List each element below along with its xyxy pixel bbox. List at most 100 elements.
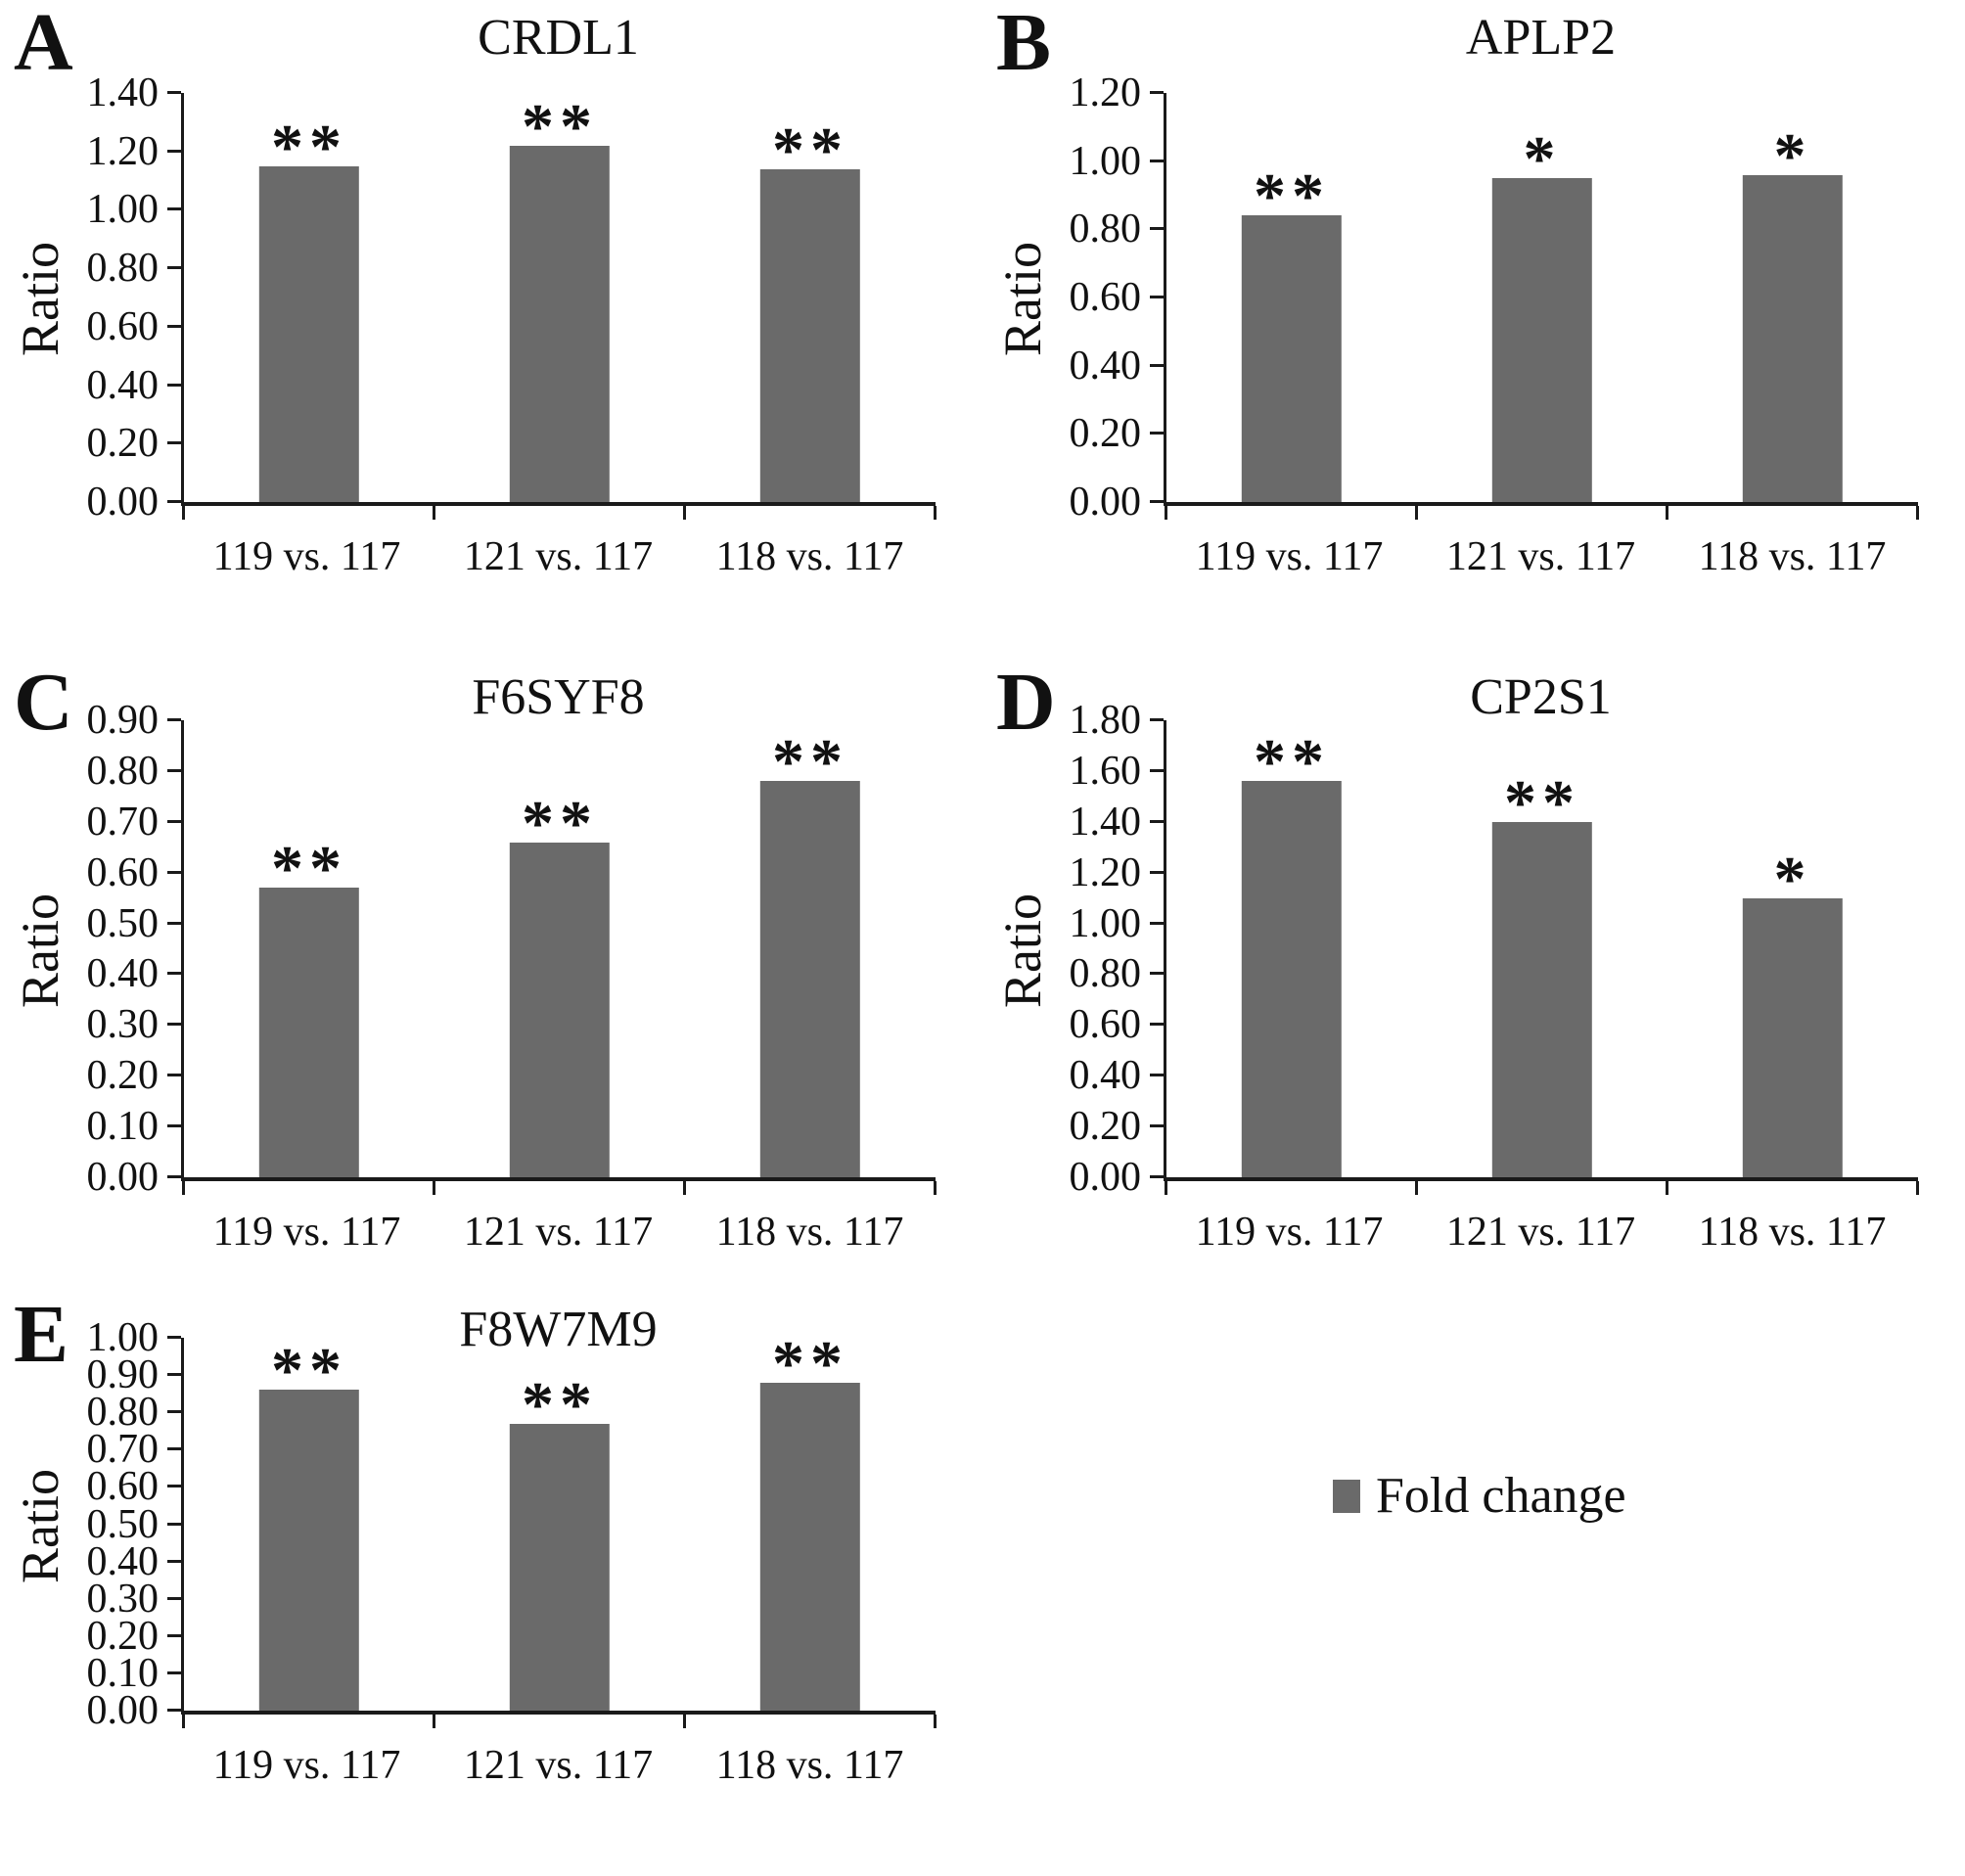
- bar-group: *: [1668, 93, 1918, 502]
- x-category-label: 118 vs. 117: [715, 1743, 904, 1788]
- chart-title: F6SYF8: [472, 669, 645, 725]
- panel-letter: C: [14, 657, 73, 748]
- y-axis-tick: [167, 1522, 181, 1526]
- panel-letter: E: [14, 1289, 69, 1380]
- bar-group: *: [1417, 93, 1668, 502]
- y-axis-tick-label: 0.80: [86, 1390, 160, 1436]
- y-axis-tick: [167, 1336, 181, 1339]
- bar-group: **: [184, 93, 434, 502]
- x-axis-tick: [432, 1181, 435, 1195]
- x-axis-tick: [934, 506, 937, 520]
- y-axis-tick-label: 1.00: [86, 1315, 160, 1360]
- y-axis-tick: [167, 383, 181, 387]
- chart-panel-a: A CRDL1 Ratio 0.00 0.20 0.40 0.60 0.80 1.00 1.20 1…: [0, 0, 982, 646]
- y-axis-title: Ratio: [11, 893, 69, 1008]
- y-axis-tick-label: 0.80: [1069, 951, 1142, 997]
- plot-area: 0.00 0.20 0.40 0.60 0.80 1.00 1.20 1.40 ** ** **: [87, 72, 937, 523]
- y-axis-tick-label: 0.30: [86, 1576, 160, 1622]
- chart-title: APLP2: [1465, 10, 1617, 66]
- y-axis-tick-label: 0.50: [86, 1501, 160, 1547]
- significance-marker: **: [271, 1335, 347, 1407]
- y-axis-tick: [167, 718, 181, 721]
- bar: [759, 1382, 861, 1711]
- x-axis-tick: [432, 1715, 435, 1728]
- legend-label: Fold change: [1376, 1468, 1626, 1524]
- significance-marker: **: [772, 114, 848, 186]
- y-axis-tick-label: 1.00: [86, 187, 160, 233]
- chart-panel-d: D CP2S1 Ratio 0.00 0.20 0.40 0.60 0.80 1.00 1.20 1…: [982, 646, 1965, 1272]
- x-axis-tick: [934, 1181, 937, 1195]
- y-axis-tick-label: 0.60: [86, 849, 160, 895]
- x-category-label: 119 vs. 117: [212, 1210, 401, 1255]
- bar-group: **: [184, 720, 434, 1177]
- plot-area: 0.00 0.10 0.20 0.30 0.40 0.50 0.60 0.70 0.80 0.90…: [87, 700, 937, 1198]
- bar: [509, 145, 611, 502]
- y-axis-tick-label: 0.00: [86, 480, 160, 525]
- bar: [509, 842, 611, 1177]
- y-axis-tick-label: 0.00: [1069, 1155, 1142, 1200]
- x-axis-tick: [1916, 1181, 1919, 1195]
- bar: [1491, 821, 1593, 1177]
- bar: [258, 888, 360, 1177]
- y-axis-title: Ratio: [11, 1469, 69, 1583]
- y-axis-tick-label: 1.20: [1069, 70, 1142, 115]
- y-axis-tick-label: 0.40: [86, 362, 160, 408]
- y-axis-tick-label: 0.10: [86, 1650, 160, 1696]
- bar: [1491, 178, 1593, 502]
- y-axis-tick: [167, 1023, 181, 1027]
- y-axis-tick-label: 1.20: [86, 128, 160, 174]
- y-axis-tick: [167, 921, 181, 925]
- chart-title: CP2S1: [1470, 669, 1612, 725]
- y-axis-tick-label: 0.90: [86, 698, 160, 743]
- y-axis-tick-label: 0.20: [86, 1053, 160, 1099]
- y-axis-tick-label: 0.30: [86, 1002, 160, 1048]
- y-axis-tick: [1150, 921, 1164, 925]
- x-category-label: 118 vs. 117: [715, 534, 904, 579]
- y-axis-tick: [167, 768, 181, 772]
- x-category-label: 119 vs. 117: [212, 1743, 401, 1788]
- significance-marker: *: [1773, 843, 1812, 915]
- y-axis-tick: [167, 1596, 181, 1600]
- y-axis-tick: [167, 1074, 181, 1077]
- x-category-label: 121 vs. 117: [463, 534, 654, 579]
- y-axis-tick-label: 0.80: [86, 246, 160, 292]
- y-axis-tick-label: 0.50: [86, 900, 160, 946]
- y-axis-tick: [1150, 1175, 1164, 1178]
- y-axis-tick: [1150, 972, 1164, 976]
- significance-marker: **: [772, 726, 848, 799]
- y-axis-tick: [1150, 1124, 1164, 1128]
- y-axis-tick: [167, 1175, 181, 1178]
- y-axis-tick: [1150, 159, 1164, 162]
- bar-group: **: [1166, 93, 1417, 502]
- y-axis-tick-label: 0.60: [86, 1464, 160, 1510]
- significance-marker: **: [271, 111, 347, 183]
- y-axis-tick: [167, 870, 181, 874]
- x-axis-labels: 119 vs. 117 121 vs. 117 118 vs. 117: [1164, 533, 1918, 580]
- panel-letter: A: [14, 0, 73, 88]
- y-axis-tick-label: 0.40: [1069, 343, 1142, 389]
- x-axis-tick: [1414, 1181, 1418, 1195]
- x-category-label: 121 vs. 117: [1445, 534, 1636, 579]
- bar: [1241, 215, 1343, 502]
- x-axis-labels: 119 vs. 117 121 vs. 117 118 vs. 117: [181, 533, 936, 580]
- x-category-label: 119 vs. 117: [212, 534, 401, 579]
- y-axis-tick-label: 0.00: [86, 1155, 160, 1200]
- x-axis-tick: [432, 506, 435, 520]
- x-axis-tick: [1666, 506, 1668, 520]
- x-axis-tick: [182, 1715, 185, 1728]
- y-axis-tick: [1150, 91, 1164, 94]
- bar: [759, 781, 861, 1177]
- y-axis-tick: [1150, 500, 1164, 503]
- x-axis-tick: [1666, 1181, 1668, 1195]
- x-category-label: 121 vs. 117: [1445, 1210, 1636, 1255]
- significance-marker: **: [1254, 726, 1330, 799]
- y-axis-tick: [167, 441, 181, 445]
- x-axis-tick: [683, 506, 686, 520]
- x-category-label: 118 vs. 117: [1698, 534, 1887, 579]
- bar-group: *: [1668, 720, 1918, 1177]
- legend: Fold change: [1333, 1466, 1626, 1527]
- significance-marker: **: [522, 1368, 598, 1441]
- bar-group: **: [685, 720, 936, 1177]
- bar-group: **: [1417, 720, 1668, 1177]
